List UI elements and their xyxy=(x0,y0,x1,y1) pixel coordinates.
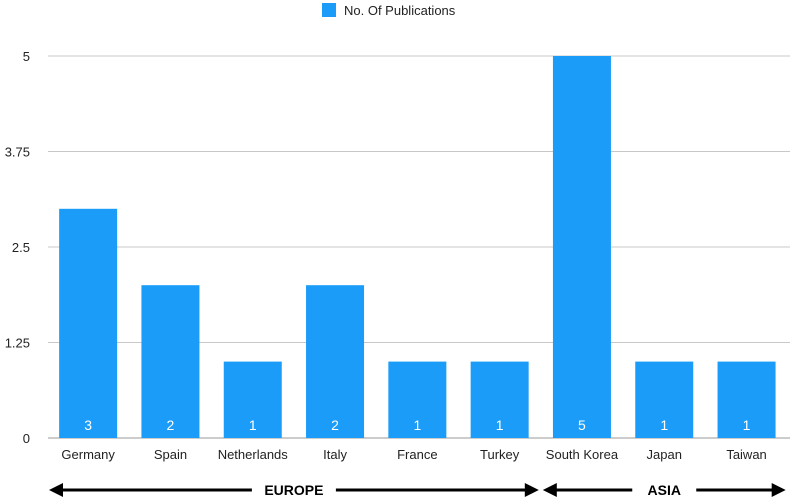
bar xyxy=(141,285,200,438)
data-label: 1 xyxy=(660,417,668,433)
y-axis: 0 1.25 2.5 3.75 5 xyxy=(5,49,30,446)
x-tick-label: Italy xyxy=(323,447,347,462)
arrow-head xyxy=(542,483,557,497)
arrow-head xyxy=(771,483,786,497)
y-tick-label: 2.5 xyxy=(12,240,30,255)
x-tick-label: South Korea xyxy=(546,447,619,462)
x-tick-label: Japan xyxy=(647,447,682,462)
arrow-head xyxy=(524,483,539,497)
bar xyxy=(552,56,611,438)
y-tick-label: 1.25 xyxy=(5,336,30,351)
bar xyxy=(717,361,776,438)
x-tick-label: France xyxy=(397,447,437,462)
bar xyxy=(388,361,447,438)
y-tick-label: 0 xyxy=(23,431,30,446)
arrow-head xyxy=(49,483,63,497)
x-tick-label: Spain xyxy=(154,447,187,462)
data-label: 5 xyxy=(578,417,586,433)
bar xyxy=(223,361,282,438)
data-label: 2 xyxy=(331,417,339,433)
data-label: 1 xyxy=(249,417,257,433)
x-axis: Germany Spain Netherlands Italy France Turkey… xyxy=(61,447,766,462)
region-groups: EUROPE ASIA xyxy=(49,482,786,498)
legend-swatch xyxy=(322,3,336,17)
x-tick-label: Netherlands xyxy=(218,447,289,462)
x-tick-label: Germany xyxy=(61,447,115,462)
y-tick-label: 5 xyxy=(23,49,30,64)
data-label: 3 xyxy=(84,417,92,433)
legend: No. Of Publications xyxy=(322,3,456,18)
bar xyxy=(59,208,118,438)
legend-label: No. Of Publications xyxy=(344,3,456,18)
bar xyxy=(306,285,365,438)
data-label: 2 xyxy=(167,417,175,433)
x-tick-label: Taiwan xyxy=(726,447,766,462)
region-label: ASIA xyxy=(648,482,681,498)
data-label: 1 xyxy=(496,417,504,433)
data-label: 1 xyxy=(413,417,421,433)
y-tick-label: 3.75 xyxy=(5,145,30,160)
region-label: EUROPE xyxy=(264,482,323,498)
data-label: 1 xyxy=(743,417,751,433)
bars: 3 2 1 2 1 1 5 1 1 xyxy=(59,56,776,438)
x-tick-label: Turkey xyxy=(480,447,520,462)
bar xyxy=(635,361,694,438)
bar xyxy=(470,361,529,438)
